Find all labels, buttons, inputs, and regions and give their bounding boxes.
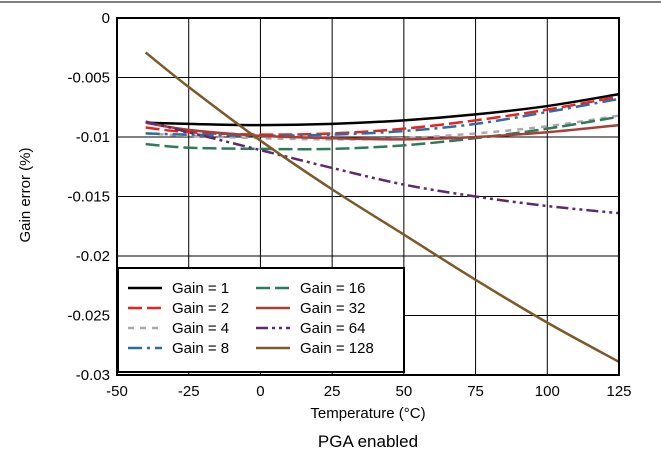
x-tick-label: -50 — [106, 383, 128, 400]
legend-box — [117, 267, 405, 373]
x-tick-label: 0 — [256, 383, 264, 400]
x-tick-label: 100 — [535, 383, 560, 400]
legend-label: Gain = 32 — [300, 300, 365, 317]
x-tick-label: 25 — [324, 383, 341, 400]
series-line-gain-128 — [144, 51, 620, 364]
series-line-gain-8 — [145, 97, 620, 138]
x-axis-label: Temperature (°C) — [310, 405, 425, 422]
y-tick-label: -0.03 — [76, 367, 110, 384]
tick-labels: -50 -25 0 25 50 75 100 125 0 -0.005 -0.01 -0.015 -0.… — [67, 10, 631, 400]
y-tick-label: -0.005 — [67, 70, 110, 87]
y-tick-label: -0.015 — [67, 189, 110, 206]
y-axis-label: Gain error (%) — [17, 147, 34, 242]
y-tick-label: -0.02 — [76, 248, 110, 265]
x-tick-label: 125 — [606, 383, 631, 400]
y-tick-label: -0.01 — [76, 129, 110, 146]
legend: Gain = 1 Gain = 2 Gain = 4 Gain = 8 Gain = 1… — [117, 267, 405, 373]
legend-label: Gain = 16 — [300, 280, 365, 297]
series-line-gain-32 — [145, 121, 620, 141]
x-tick-label: 50 — [396, 383, 413, 400]
series-line-gain-64 — [145, 120, 620, 215]
plot-frame — [116, 17, 620, 376]
legend-label: Gain = 1 — [172, 280, 229, 297]
series-line-gain-4 — [145, 114, 620, 141]
x-tick-label: 75 — [467, 383, 484, 400]
legend-label: Gain = 64 — [300, 320, 365, 337]
series-lines — [144, 51, 620, 364]
legend-label: Gain = 4 — [172, 320, 229, 337]
y-tick-label: 0 — [102, 10, 110, 27]
chart-caption: PGA enabled — [318, 432, 418, 451]
legend-label: Gain = 2 — [172, 300, 229, 317]
y-tick-label: -0.025 — [67, 308, 110, 325]
legend-label: Gain = 8 — [172, 340, 229, 357]
legend-label: Gain = 128 — [300, 340, 374, 357]
series-line-gain-1 — [145, 92, 620, 127]
x-tick-label: -25 — [178, 383, 200, 400]
